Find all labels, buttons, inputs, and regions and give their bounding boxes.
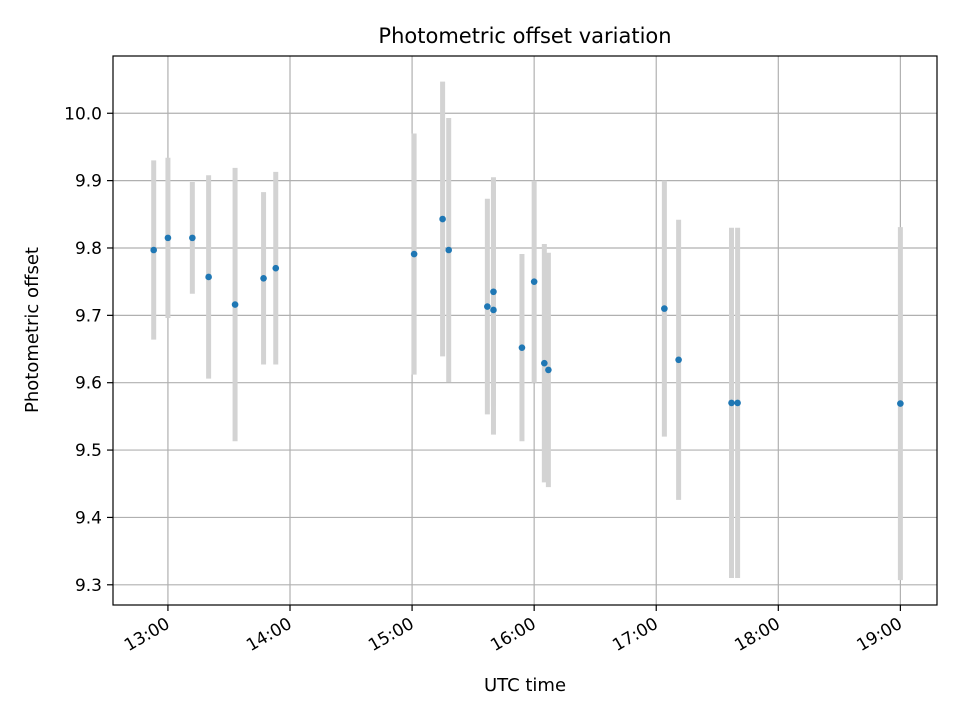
data-point [728,399,735,407]
data-point [490,306,497,314]
chart-title: Photometric offset variation [378,24,671,48]
data-point [734,399,741,407]
data-point [439,215,446,223]
data-point [150,246,157,254]
grid-lines [113,56,937,605]
data-point [164,234,172,242]
data-point [490,288,497,296]
y-tick-label: 9.5 [75,441,102,461]
y-tick-label: 9.3 [75,576,102,596]
data-point [189,234,196,242]
data-point [205,273,212,281]
data-point [675,356,682,364]
data-points [150,215,904,407]
data-point [518,344,526,351]
y-axis-title: Photometric offset [22,247,43,413]
data-point [545,366,552,374]
x-axis-title: UTC time [484,675,566,696]
y-tick-label: 9.8 [75,239,102,259]
data-point [897,400,904,407]
y-tick-label: 10.0 [64,104,102,124]
data-point [260,274,267,282]
data-point [484,303,491,310]
y-tick-label: 9.7 [75,306,102,326]
data-point [530,278,538,285]
y-axis-ticks: 9.3 9.4 9.5 9.6 9.7 9.8 9.9 10.0 [64,104,113,596]
y-tick-label: 9.6 [75,374,102,394]
data-point [272,264,280,272]
plot-frame [112,55,938,606]
data-point [445,246,453,254]
data-point [231,301,239,308]
data-point [541,359,548,367]
y-tick-label: 9.4 [75,508,102,528]
data-point [661,305,668,312]
y-tick-label: 9.9 [75,172,102,192]
data-point [410,250,418,258]
